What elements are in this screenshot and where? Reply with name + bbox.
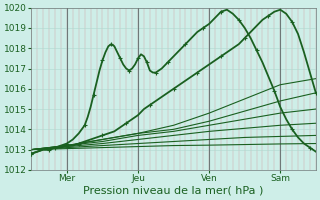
X-axis label: Pression niveau de la mer( hPa ): Pression niveau de la mer( hPa ) [84,186,264,196]
